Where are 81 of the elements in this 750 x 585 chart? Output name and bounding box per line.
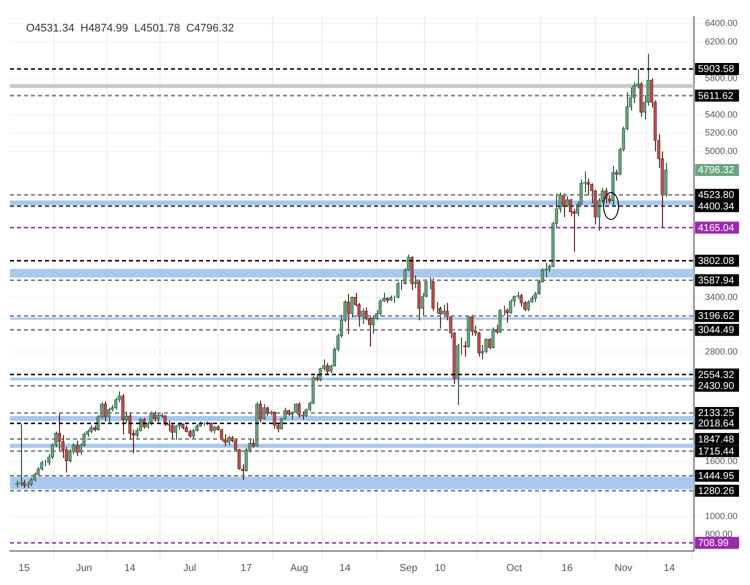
candlestick (664, 162, 668, 198)
ref-line-label: 3587.94 (698, 275, 735, 286)
annotation: O4531.34 H4874.99 L4501.78 C4796.32 (26, 22, 234, 34)
y-tick-label: 6200.00 (705, 36, 738, 46)
candlestick (346, 293, 350, 334)
candlestick (326, 362, 329, 375)
y-tick-label: 2800.00 (705, 346, 738, 357)
candlestick (209, 422, 213, 433)
candlestick (266, 406, 270, 416)
candlestick (438, 306, 442, 329)
candlestick (156, 412, 160, 423)
ref-line-label: 2554.32 (698, 370, 735, 381)
x-tick-label: Jul (183, 562, 196, 574)
ref-line-label: 2430.90 (698, 381, 735, 392)
y-tick-label: 5000.00 (705, 146, 738, 156)
candlestick (152, 410, 156, 422)
x-tick-label: Aug (290, 562, 308, 574)
x-tick-label: 14 (339, 562, 351, 574)
candlestick (258, 400, 262, 423)
ref-line-label: 3196.62 (698, 311, 735, 322)
candlestick (252, 438, 255, 448)
candlestick (364, 306, 368, 321)
candlestick (272, 410, 276, 430)
ref-line-label: 5903.58 (698, 64, 735, 76)
candlestick (40, 460, 44, 472)
candlestick (526, 300, 530, 312)
candlestick (114, 397, 118, 410)
candlestick (372, 315, 375, 334)
ref-line-label: 4165.04 (698, 222, 735, 234)
x-tick-label: Oct (506, 562, 522, 574)
candlestick (378, 298, 382, 316)
candlestick (562, 192, 566, 218)
candlestick (174, 424, 178, 440)
x-tick-label: Jun (76, 562, 92, 574)
x-tick-label: 17 (240, 562, 252, 574)
candlestick (170, 422, 174, 440)
ref-line-label: 5611.62 (698, 90, 734, 102)
candlestick (586, 178, 590, 196)
y-tick-label: 5200.00 (705, 128, 738, 138)
ref-line-label: 3044.49 (698, 325, 735, 336)
ref-line-label: 4400.34 (698, 201, 735, 212)
x-tick-label: Nov (614, 562, 632, 574)
candlestick (192, 428, 195, 440)
x-tick-label: Sep (400, 562, 418, 574)
candlestick (121, 394, 124, 435)
ref-line-label: 1847.48 (698, 434, 735, 446)
ref-line-label: 4523.80 (698, 190, 735, 202)
candlestick (565, 196, 569, 208)
candlestick (350, 296, 354, 318)
x-tick-label: 16 (562, 562, 574, 574)
candlestick (149, 410, 153, 426)
x-tick-label: 15 (18, 562, 30, 574)
text: 4796.32 (698, 165, 735, 176)
y-tick-label: 3400.00 (705, 292, 738, 302)
y-tick-label: 5800.00 (705, 72, 738, 83)
candlestick (509, 298, 512, 314)
candlestick (520, 293, 523, 308)
ref-line-label: 1280.26 (698, 486, 735, 498)
ref-line-label: 708.99 (698, 538, 730, 550)
y-tick-label: 6400.00 (705, 18, 738, 28)
candlestick (414, 274, 418, 289)
candlestick (396, 281, 400, 299)
x-tick-label: 14 (124, 562, 136, 574)
candlestick (244, 447, 248, 472)
candlestick (488, 338, 492, 350)
candlestick (491, 326, 495, 349)
ref-line-label: 2018.64 (698, 418, 735, 430)
x-tick-label: 14 (664, 562, 676, 574)
candlestick (18, 424, 22, 487)
ref-line-label: 3802.08 (698, 256, 735, 267)
ref-line-label: 1715.44 (698, 446, 735, 458)
ref-line-label: 2133.25 (698, 408, 735, 420)
x-tick-label: 10 (434, 562, 446, 574)
ref-line-label: 1444.95 (698, 470, 735, 482)
y-tick-label: 5400.00 (705, 109, 738, 120)
y-tick-label: 1600.00 (705, 456, 738, 466)
y-tick-label: 1000.00 (705, 510, 738, 521)
candlestick (470, 314, 474, 336)
candlestick (614, 169, 618, 182)
candlestick (124, 410, 128, 424)
y-tick-label: 800.00 (705, 529, 733, 540)
